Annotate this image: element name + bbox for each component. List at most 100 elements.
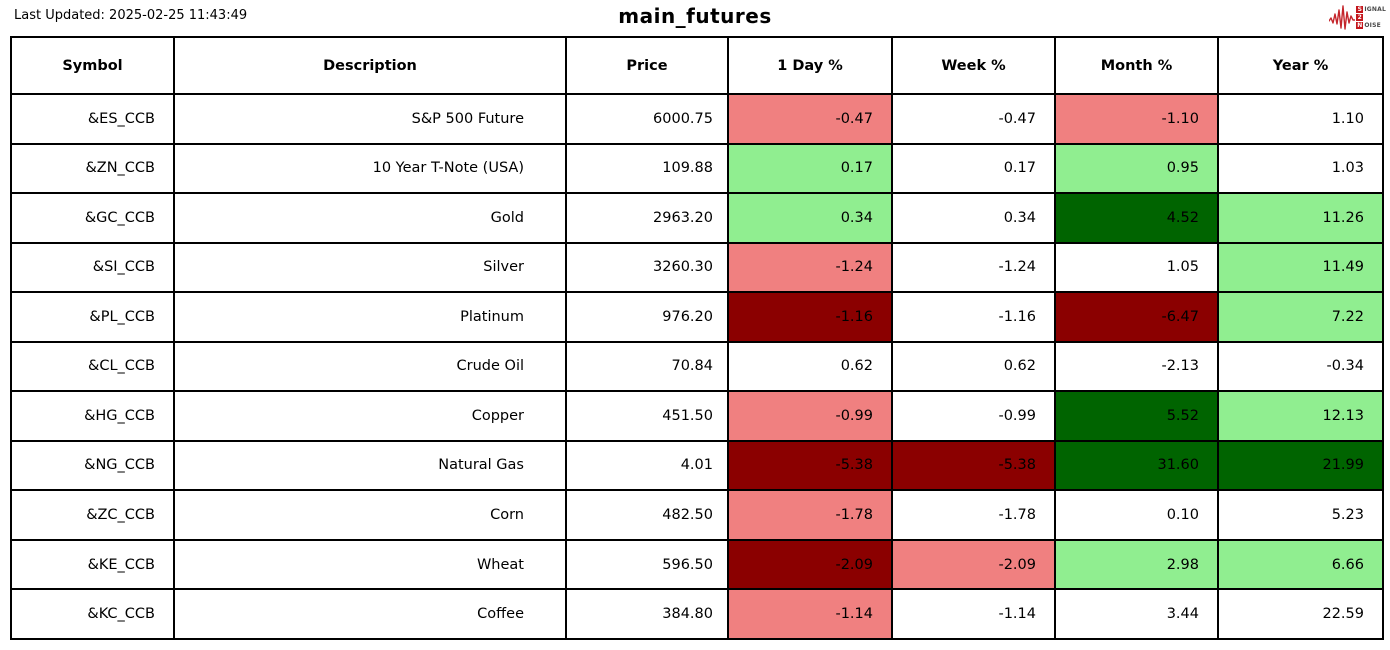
month-change-cell: 1.05 bbox=[1054, 241, 1219, 294]
futures-table: Symbol Description Price 1 Day % Week % … bbox=[10, 36, 1384, 640]
month-change-cell: 3.44 bbox=[1054, 588, 1219, 640]
day-change-cell: -2.09 bbox=[727, 538, 893, 591]
symbol-cell: &PL_CCB bbox=[10, 291, 175, 343]
month-change-cell: 5.52 bbox=[1054, 390, 1219, 442]
day-change-cell: -1.24 bbox=[727, 241, 893, 294]
description-cell: Crude Oil bbox=[173, 340, 567, 393]
description-cell: Coffee bbox=[173, 588, 567, 640]
table-row: &ZC_CCB Corn 482.50 -1.78 -1.78 0.10 5.2… bbox=[10, 489, 1384, 541]
day-change-cell: -0.47 bbox=[727, 93, 893, 145]
month-change-cell: 2.98 bbox=[1054, 538, 1219, 591]
day-change-cell: -5.38 bbox=[727, 439, 893, 492]
table-row: &ES_CCB S&P 500 Future 6000.75 -0.47 -0.… bbox=[10, 93, 1384, 145]
day-change-cell: 0.62 bbox=[727, 340, 893, 393]
logo-badge-n: N bbox=[1356, 21, 1364, 29]
week-change-cell: -5.38 bbox=[891, 439, 1056, 492]
year-change-cell: 5.23 bbox=[1217, 489, 1384, 541]
table-row: &GC_CCB Gold 2963.20 0.34 0.34 4.52 11.2… bbox=[10, 192, 1384, 244]
month-change-cell: 4.52 bbox=[1054, 192, 1219, 244]
description-cell: Silver bbox=[173, 241, 567, 294]
price-cell: 3260.30 bbox=[565, 241, 729, 294]
week-change-cell: -0.47 bbox=[891, 93, 1056, 145]
table-row: &CL_CCB Crude Oil 70.84 0.62 0.62 -2.13 … bbox=[10, 340, 1384, 393]
logo-line-noise-rest: OISE bbox=[1364, 21, 1381, 29]
price-cell: 6000.75 bbox=[565, 93, 729, 145]
month-change-cell: 0.95 bbox=[1054, 142, 1219, 195]
week-change-cell: -2.09 bbox=[891, 538, 1056, 591]
symbol-cell: &HG_CCB bbox=[10, 390, 175, 442]
price-cell: 2963.20 bbox=[565, 192, 729, 244]
price-cell: 482.50 bbox=[565, 489, 729, 541]
table-row: &SI_CCB Silver 3260.30 -1.24 -1.24 1.05 … bbox=[10, 241, 1384, 294]
symbol-cell: &ZN_CCB bbox=[10, 142, 175, 195]
description-cell: Corn bbox=[173, 489, 567, 541]
week-change-cell: -1.24 bbox=[891, 241, 1056, 294]
description-cell: Platinum bbox=[173, 291, 567, 343]
table-row: &KC_CCB Coffee 384.80 -1.14 -1.14 3.44 2… bbox=[10, 588, 1384, 640]
column-header-description: Description bbox=[173, 36, 567, 95]
column-header-symbol: Symbol bbox=[10, 36, 175, 95]
price-cell: 384.80 bbox=[565, 588, 729, 640]
page-title: main_futures bbox=[618, 4, 772, 28]
year-change-cell: 12.13 bbox=[1217, 390, 1384, 442]
week-change-cell: -1.78 bbox=[891, 489, 1056, 541]
month-change-cell: -2.13 bbox=[1054, 340, 1219, 393]
column-header-week: Week % bbox=[891, 36, 1056, 95]
description-cell: Natural Gas bbox=[173, 439, 567, 492]
price-cell: 70.84 bbox=[565, 340, 729, 393]
table-row: &ZN_CCB 10 Year T-Note (USA) 109.88 0.17… bbox=[10, 142, 1384, 195]
symbol-cell: &SI_CCB bbox=[10, 241, 175, 294]
ecg-waveform-icon bbox=[1329, 5, 1356, 30]
header-bar: Last Updated: 2025-02-25 11:43:49 main_f… bbox=[0, 0, 1390, 36]
table-row: &NG_CCB Natural Gas 4.01 -5.38 -5.38 31.… bbox=[10, 439, 1384, 492]
month-change-cell: 0.10 bbox=[1054, 489, 1219, 541]
price-cell: 4.01 bbox=[565, 439, 729, 492]
week-change-cell: 0.17 bbox=[891, 142, 1056, 195]
price-cell: 109.88 bbox=[565, 142, 729, 195]
symbol-cell: &GC_CCB bbox=[10, 192, 175, 244]
last-updated-label: Last Updated: 2025-02-25 11:43:49 bbox=[14, 8, 248, 23]
week-change-cell: 0.62 bbox=[891, 340, 1056, 393]
day-change-cell: -1.78 bbox=[727, 489, 893, 541]
description-cell: Copper bbox=[173, 390, 567, 442]
year-change-cell: 7.22 bbox=[1217, 291, 1384, 343]
logo-badge-s: S bbox=[1356, 5, 1364, 13]
signal-2-noise-logo: S IGNAL 2 N OISE bbox=[1329, 3, 1386, 31]
futures-table-body: &ES_CCB S&P 500 Future 6000.75 -0.47 -0.… bbox=[10, 93, 1384, 640]
logo-line-2: 2 bbox=[1356, 13, 1386, 21]
table-row: &HG_CCB Copper 451.50 -0.99 -0.99 5.52 1… bbox=[10, 390, 1384, 442]
price-cell: 451.50 bbox=[565, 390, 729, 442]
month-change-cell: -6.47 bbox=[1054, 291, 1219, 343]
year-change-cell: 1.10 bbox=[1217, 93, 1384, 145]
year-change-cell: -0.34 bbox=[1217, 340, 1384, 393]
logo-line-signal-rest: IGNAL bbox=[1364, 5, 1386, 13]
logo-badge-2: 2 bbox=[1356, 13, 1364, 21]
symbol-cell: &KC_CCB bbox=[10, 588, 175, 640]
day-change-cell: 0.17 bbox=[727, 142, 893, 195]
table-row: &PL_CCB Platinum 976.20 -1.16 -1.16 -6.4… bbox=[10, 291, 1384, 343]
description-cell: 10 Year T-Note (USA) bbox=[173, 142, 567, 195]
symbol-cell: &ZC_CCB bbox=[10, 489, 175, 541]
table-row: &KE_CCB Wheat 596.50 -2.09 -2.09 2.98 6.… bbox=[10, 538, 1384, 591]
logo-text: S IGNAL 2 N OISE bbox=[1356, 5, 1386, 29]
logo-line-signal: S IGNAL bbox=[1356, 5, 1386, 13]
logo-line-noise: N OISE bbox=[1356, 21, 1386, 29]
day-change-cell: 0.34 bbox=[727, 192, 893, 244]
column-header-price: Price bbox=[565, 36, 729, 95]
symbol-cell: &NG_CCB bbox=[10, 439, 175, 492]
year-change-cell: 11.49 bbox=[1217, 241, 1384, 294]
description-cell: S&P 500 Future bbox=[173, 93, 567, 145]
column-header-month: Month % bbox=[1054, 36, 1219, 95]
symbol-cell: &ES_CCB bbox=[10, 93, 175, 145]
week-change-cell: -1.14 bbox=[891, 588, 1056, 640]
year-change-cell: 1.03 bbox=[1217, 142, 1384, 195]
month-change-cell: 31.60 bbox=[1054, 439, 1219, 492]
day-change-cell: -1.14 bbox=[727, 588, 893, 640]
year-change-cell: 11.26 bbox=[1217, 192, 1384, 244]
column-header-year: Year % bbox=[1217, 36, 1384, 95]
year-change-cell: 6.66 bbox=[1217, 538, 1384, 591]
futures-table-header: Symbol Description Price 1 Day % Week % … bbox=[10, 36, 1384, 95]
price-cell: 596.50 bbox=[565, 538, 729, 591]
price-cell: 976.20 bbox=[565, 291, 729, 343]
symbol-cell: &CL_CCB bbox=[10, 340, 175, 393]
